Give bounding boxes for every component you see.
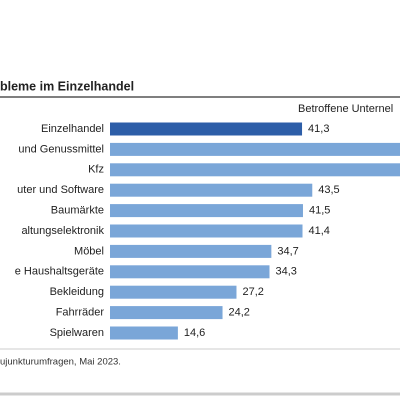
category-label: Möbel [74, 245, 104, 257]
value-label: 41,3 [308, 123, 329, 135]
chart-title: bleme im Einzelhandel [0, 79, 134, 93]
value-label: 27,2 [242, 286, 263, 298]
bar [110, 224, 303, 238]
value-label: 34,7 [277, 245, 298, 257]
bar [110, 204, 303, 218]
bar [110, 285, 237, 299]
category-label: e Haushaltsgeräte [15, 266, 104, 278]
bar [110, 183, 313, 197]
category-label: altungselektronik [21, 225, 104, 237]
category-label: Fahrräder [56, 307, 105, 319]
value-label: 14,6 [184, 327, 205, 339]
bar [110, 163, 400, 177]
bar [110, 122, 303, 136]
value-label: 43,5 [318, 184, 339, 196]
value-label: 34,3 [275, 266, 296, 278]
value-label: 41,4 [309, 225, 330, 237]
category-label: Kfz [88, 164, 104, 176]
category-label: Spielwaren [50, 327, 104, 339]
bar [110, 326, 178, 340]
category-label: Bekleidung [50, 286, 104, 298]
category-label: Baumärkte [51, 205, 104, 217]
bar [110, 306, 223, 320]
category-label: uter und Software [17, 184, 104, 196]
source-note: ujunkturumfragen, Mai 2023. [0, 357, 121, 368]
bar [110, 265, 270, 279]
bar [110, 142, 400, 156]
bar [110, 244, 272, 258]
value-label: 24,2 [229, 307, 250, 319]
subtitle: Betroffene Unternel [298, 103, 393, 115]
category-label: und Genussmittel [18, 143, 104, 155]
value-label: 41,5 [309, 205, 330, 217]
category-label: Einzelhandel [41, 123, 104, 135]
